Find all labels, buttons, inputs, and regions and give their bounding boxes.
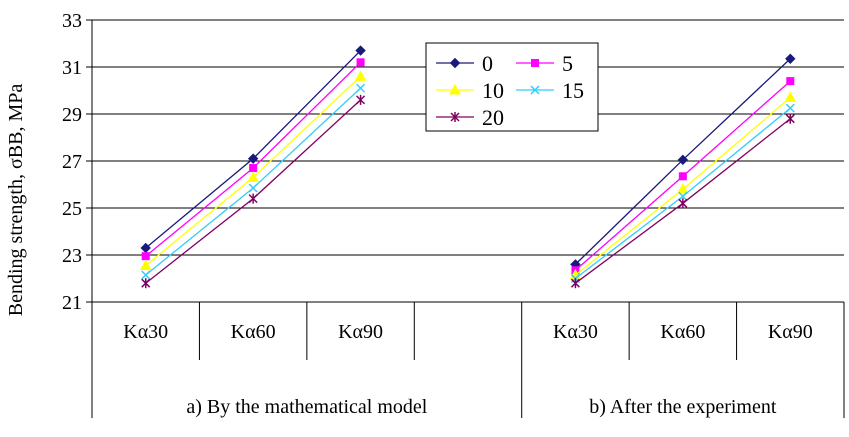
data-point (141, 270, 151, 280)
data-point (785, 53, 796, 64)
data-point-stroke (248, 183, 258, 193)
x-category-label: Kα60 (660, 321, 705, 343)
y-tick-label: 27 (62, 151, 82, 173)
data-point (249, 164, 258, 173)
data-point (785, 103, 795, 113)
axes (86, 19, 845, 418)
data-point (356, 94, 366, 105)
data-point (247, 171, 259, 182)
y-tick-label: 29 (62, 104, 82, 126)
y-tick-label: 21 (62, 292, 82, 314)
y-tick-label: 33 (62, 10, 82, 32)
series-0 (140, 45, 796, 270)
data-point (678, 172, 687, 181)
legend-label: 0 (482, 51, 493, 76)
legend-label: 10 (482, 78, 504, 103)
data-point (141, 278, 151, 289)
legend-label: 5 (562, 51, 573, 76)
data-point (531, 59, 539, 67)
x-category-label: Kα60 (231, 321, 276, 343)
x-category-label: Kα30 (553, 321, 598, 343)
data-point (530, 85, 540, 95)
legend-item-5: 5 (516, 51, 573, 76)
data-point (247, 153, 259, 164)
data-point (784, 91, 797, 103)
data-point (356, 58, 365, 67)
data-point-stroke (785, 103, 795, 113)
series-line (145, 50, 362, 249)
data-point (141, 252, 150, 261)
legend-label: 15 (562, 78, 584, 103)
legend-item-20: 20 (436, 105, 504, 130)
data-point (678, 191, 688, 201)
legend-item-10: 10 (436, 78, 504, 103)
y-axis-title: Bending strength, σBB, MPa (5, 84, 27, 317)
data-point (677, 183, 689, 194)
data-point-stroke (356, 83, 366, 93)
data-point (570, 278, 580, 289)
x-category-label: Kα30 (123, 321, 168, 343)
series-15 (141, 83, 795, 284)
data-point-stroke (678, 191, 688, 201)
x-category-label: Kα90 (768, 321, 813, 343)
data-point (450, 112, 460, 122)
y-tick-label: 23 (62, 245, 82, 267)
x-category-label: Kα90 (338, 321, 383, 343)
y-tick-label: 25 (62, 198, 82, 220)
group-label: b) After the experiment (589, 396, 777, 418)
data-point (449, 57, 461, 69)
data-point (356, 83, 366, 93)
series-10 (139, 70, 797, 280)
group-label: a) By the mathematical model (186, 396, 427, 418)
series-20 (141, 94, 795, 289)
data-point-stroke (141, 270, 151, 280)
data-point (449, 83, 461, 95)
legend-label: 20 (482, 105, 504, 130)
data-point (355, 45, 366, 56)
y-tick-label: 31 (62, 57, 82, 79)
data-point (677, 154, 689, 166)
data-point (786, 77, 795, 86)
data-point (248, 193, 258, 204)
data-point (678, 198, 688, 209)
data-point (785, 113, 795, 124)
series-line (145, 99, 362, 284)
data-point (139, 259, 152, 271)
axis-labels: Bending strength, σBB, MPa 21 23 25 27 29 31 3… (5, 10, 813, 418)
series-lines (139, 45, 797, 289)
data-point (248, 183, 258, 193)
data-point-stroke (530, 85, 540, 95)
legend: 0 5 10 15 20 (425, 42, 599, 132)
data-point (354, 70, 367, 81)
legend-item-15: 15 (516, 78, 584, 103)
legend-item-0: 0 (436, 51, 493, 76)
